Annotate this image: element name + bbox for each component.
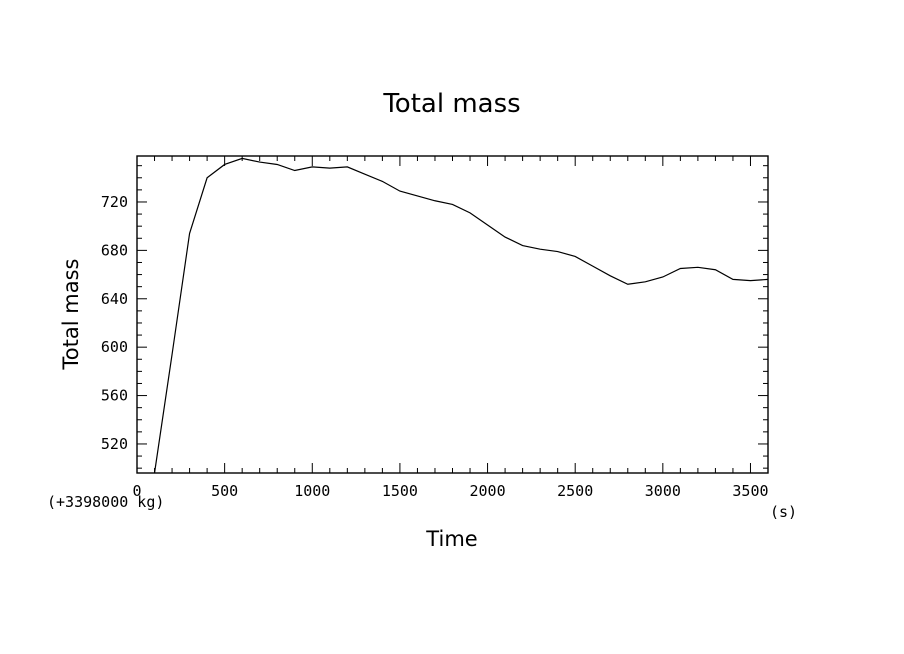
x-axis-ticks bbox=[136, 156, 769, 473]
chart-title: Total mass bbox=[382, 89, 520, 119]
y-tick-label: 560 bbox=[101, 387, 128, 405]
x-tick-label: 2500 bbox=[557, 482, 593, 500]
x-tick-label: 1000 bbox=[294, 482, 330, 500]
y-tick-label: 680 bbox=[101, 241, 128, 259]
x-tick-label: 3500 bbox=[732, 482, 768, 500]
plot-frame bbox=[136, 155, 769, 474]
x-tick-label: 0 bbox=[132, 482, 141, 500]
y-axis-label: Total mass bbox=[59, 259, 83, 371]
x-tick-label: 1500 bbox=[382, 482, 418, 500]
x-tick-label: 2000 bbox=[469, 482, 505, 500]
y-tick-label: 720 bbox=[101, 193, 128, 211]
series-line bbox=[153, 157, 769, 474]
y-tick-label: 600 bbox=[101, 338, 128, 356]
y-axis-ticks bbox=[137, 165, 768, 469]
y-axis-tick-labels: 520 560 600 640 680 720 bbox=[101, 193, 128, 453]
y-offset-label: (+3398000 kg) bbox=[47, 493, 164, 511]
x-tick-label: 500 bbox=[211, 482, 238, 500]
y-tick-label: 640 bbox=[101, 290, 128, 308]
x-unit-label: (s) bbox=[770, 503, 797, 521]
x-tick-label: 3000 bbox=[645, 482, 681, 500]
y-tick-label: 520 bbox=[101, 435, 128, 453]
x-axis-label: Time bbox=[425, 527, 477, 551]
x-axis-tick-labels: 0 500 1000 1500 2000 2500 3000 3500 bbox=[132, 482, 768, 500]
